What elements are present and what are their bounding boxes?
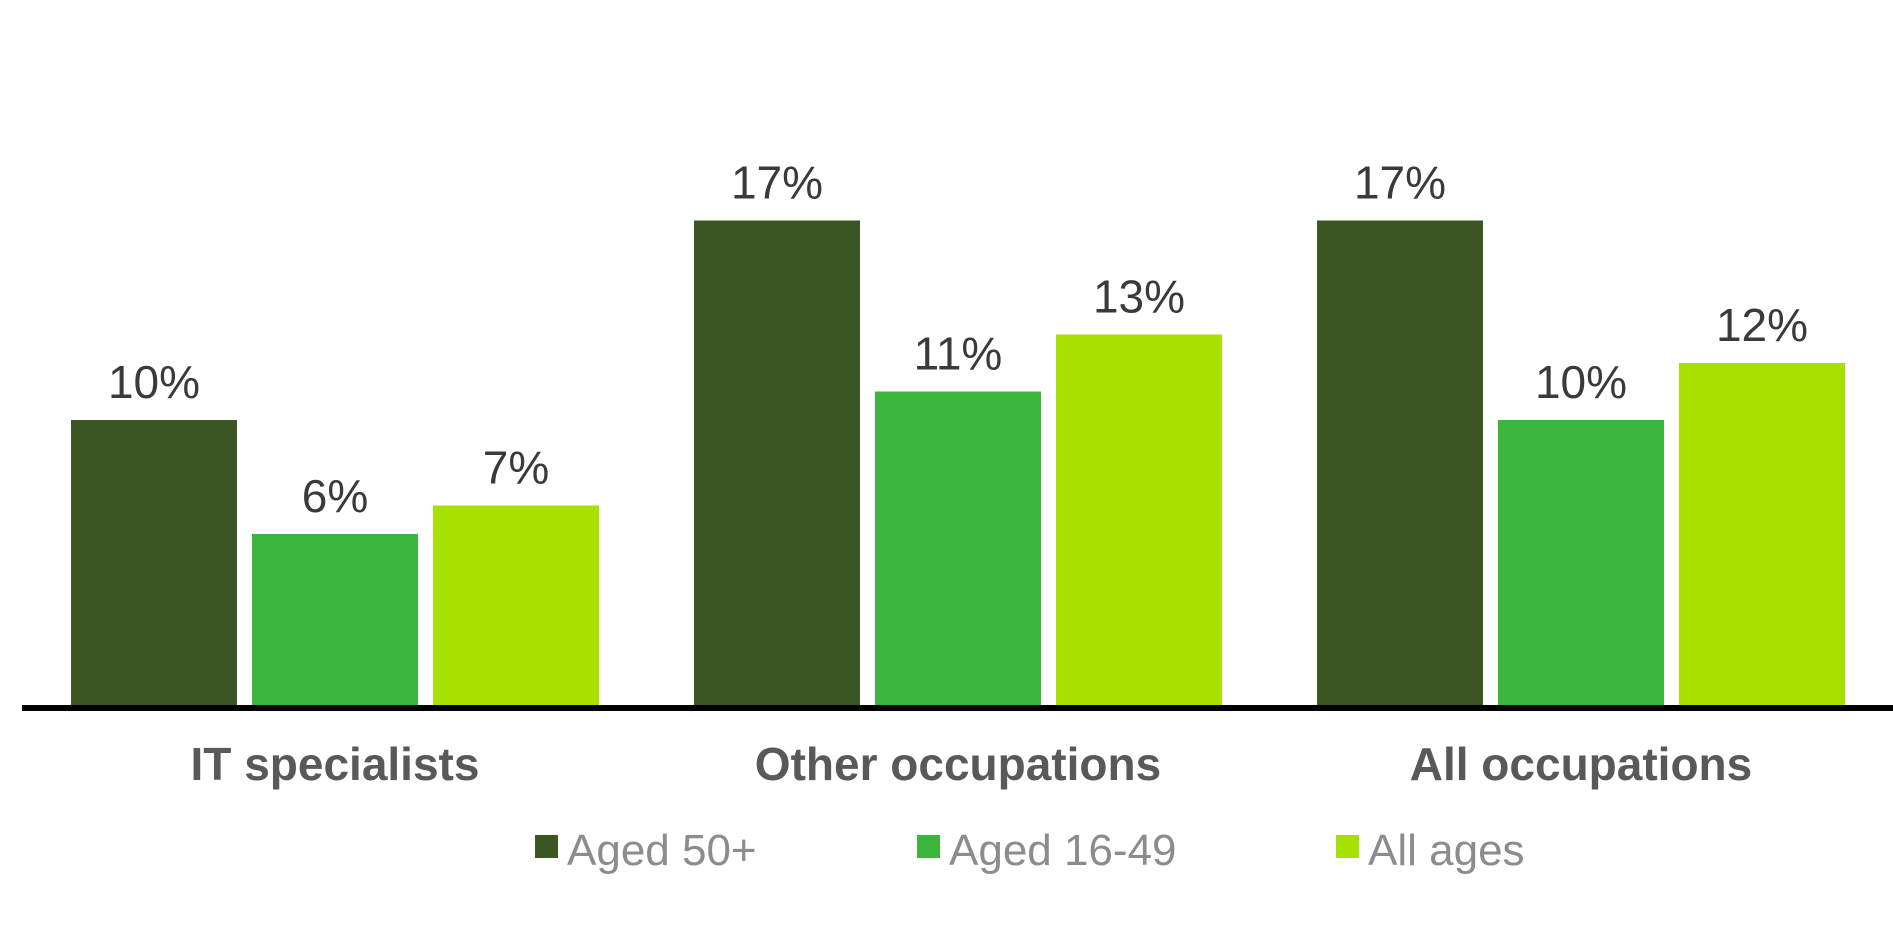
value-label-other-occupations-aged-50: 17% xyxy=(731,157,823,209)
value-label-it-specialists-aged-50: 10% xyxy=(108,356,200,408)
bar-other-occupations-aged-50 xyxy=(694,220,860,705)
legend-label-aged-16-49: Aged 16-49 xyxy=(949,826,1177,875)
legend-label-aged-50: Aged 50+ xyxy=(567,826,757,875)
bar-it-specialists-aged-50 xyxy=(71,420,237,705)
bar-other-occupations-all-ages xyxy=(1056,334,1222,705)
value-label-other-occupations-all-ages: 13% xyxy=(1093,271,1185,323)
legend: Aged 50+ Aged 16-49 All ages xyxy=(535,826,1525,875)
bars-layer xyxy=(71,220,1845,705)
bar-all-occupations-aged-16-49 xyxy=(1498,420,1664,705)
value-label-it-specialists-all-ages: 7% xyxy=(483,442,549,494)
legend-swatch-aged-16-49 xyxy=(917,835,940,858)
value-label-all-occupations-all-ages: 12% xyxy=(1716,299,1808,351)
category-label-it-specialists: IT specialists xyxy=(191,738,480,790)
bar-all-occupations-aged-50 xyxy=(1317,220,1483,705)
category-label-other-occupations: Other occupations xyxy=(755,738,1161,790)
bar-other-occupations-aged-16-49 xyxy=(875,391,1041,705)
category-labels-layer: IT specialists Other occupations All occup… xyxy=(191,738,1753,790)
category-label-all-occupations: All occupations xyxy=(1410,738,1752,790)
value-label-all-occupations-aged-16-49: 10% xyxy=(1535,356,1627,408)
legend-swatch-all-ages xyxy=(1336,835,1359,858)
value-label-it-specialists-aged-16-49: 6% xyxy=(302,470,368,522)
legend-label-all-ages: All ages xyxy=(1368,826,1525,875)
legend-swatch-aged-50 xyxy=(535,835,558,858)
value-label-all-occupations-aged-50: 17% xyxy=(1354,157,1446,209)
bar-it-specialists-aged-16-49 xyxy=(252,534,418,705)
bar-it-specialists-all-ages xyxy=(433,505,599,705)
bar-all-occupations-all-ages xyxy=(1679,363,1845,705)
value-labels-layer: 10% 6% 7% 17% 11% 13% 17% 10% 12% xyxy=(108,157,1808,523)
value-label-other-occupations-aged-16-49: 11% xyxy=(914,328,1003,380)
